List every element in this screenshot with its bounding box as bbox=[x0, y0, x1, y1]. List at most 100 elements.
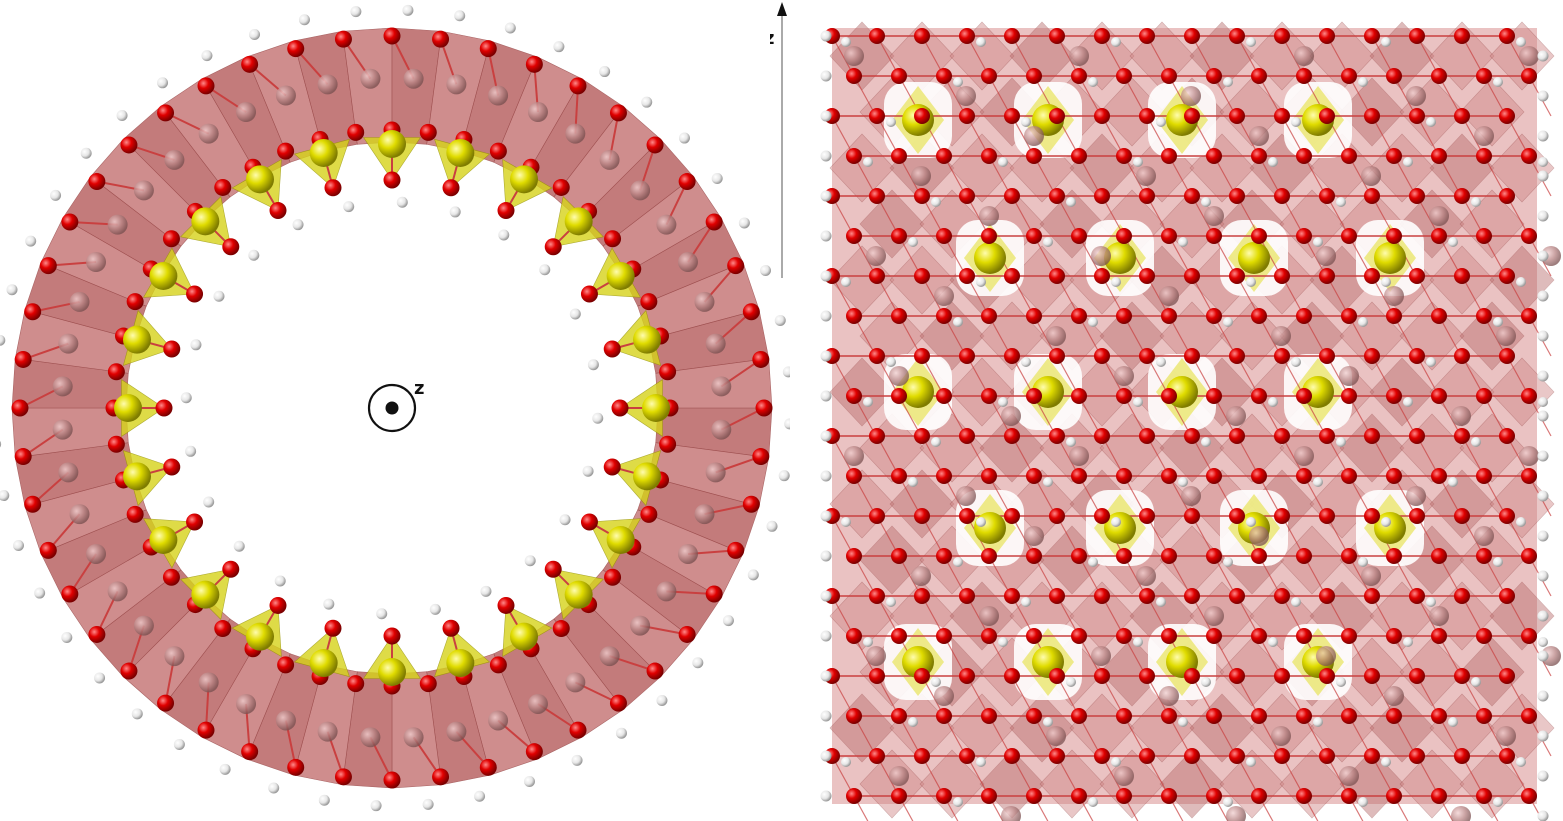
aluminium-atom bbox=[630, 615, 651, 636]
oxygen-atom bbox=[1296, 708, 1312, 724]
oxygen-atom bbox=[1521, 228, 1537, 244]
octahedron-face bbox=[1399, 637, 1465, 707]
hydrogen-atom bbox=[449, 206, 461, 218]
oxygen-atom bbox=[869, 588, 885, 604]
hydrogen-atom bbox=[886, 597, 896, 607]
hydrogen-atom bbox=[1426, 357, 1436, 367]
hydrogen-atom bbox=[722, 615, 734, 627]
oxygen-atom bbox=[1139, 428, 1155, 444]
oxygen-atom bbox=[1094, 588, 1110, 604]
oxygen-atom bbox=[479, 40, 497, 58]
oxygen-atom bbox=[1341, 468, 1357, 484]
oxygen-atom bbox=[1161, 628, 1177, 644]
aluminium-atom bbox=[1384, 286, 1404, 306]
hydrogen-atom bbox=[1066, 677, 1076, 687]
oxygen-atom bbox=[1409, 508, 1425, 524]
hydrogen-atom bbox=[1268, 637, 1278, 647]
hydrogen-atom bbox=[1448, 477, 1458, 487]
aluminium-atom bbox=[1091, 246, 1111, 266]
oxygen-atom bbox=[936, 228, 952, 244]
oxygen-atom bbox=[1431, 548, 1447, 564]
aluminium-atom bbox=[317, 74, 338, 95]
aluminium-atom bbox=[198, 123, 219, 144]
arrow-head-icon bbox=[777, 2, 787, 16]
oxygen-atom bbox=[1431, 628, 1447, 644]
oxygen-atom bbox=[1454, 268, 1470, 284]
oxygen-atom bbox=[1229, 428, 1245, 444]
oxygen-atom bbox=[981, 628, 997, 644]
oxygen-atom bbox=[1296, 788, 1312, 804]
aluminium-atom bbox=[599, 646, 620, 667]
silicon-atom bbox=[191, 207, 220, 236]
silicon-atom bbox=[122, 462, 151, 491]
oxygen-atom bbox=[1161, 228, 1177, 244]
hydrogen-atom bbox=[1021, 597, 1031, 607]
oxygen-atom bbox=[1386, 708, 1402, 724]
oxygen-atom bbox=[914, 188, 930, 204]
aluminium-atom bbox=[656, 581, 677, 602]
hydrogen-atom bbox=[1178, 477, 1188, 487]
aluminium-atom bbox=[1271, 726, 1291, 746]
hydrogen-atom bbox=[820, 70, 832, 82]
oxygen-atom bbox=[1049, 508, 1065, 524]
oxygen-atom bbox=[891, 68, 907, 84]
hydrogen-atom bbox=[173, 738, 185, 750]
ring-structure: z bbox=[0, 4, 790, 812]
oxygen-atom bbox=[1386, 628, 1402, 644]
oxygen-atom bbox=[1251, 388, 1267, 404]
oxygen-atom bbox=[1094, 428, 1110, 444]
oxygen-atom bbox=[1094, 508, 1110, 524]
oxygen-atom bbox=[1229, 28, 1245, 44]
hydrogen-atom bbox=[1537, 50, 1549, 62]
octahedron-face bbox=[859, 525, 925, 595]
hydrogen-atom bbox=[559, 514, 571, 526]
oxygen-atom bbox=[1206, 468, 1222, 484]
oxygen-atom bbox=[1319, 188, 1335, 204]
oxygen-atom bbox=[1319, 108, 1335, 124]
oxygen-atom bbox=[1319, 28, 1335, 44]
oxygen-atom bbox=[14, 448, 32, 466]
hydrogen-atom bbox=[820, 110, 832, 122]
hydrogen-atom bbox=[778, 470, 790, 482]
hydrogen-atom bbox=[678, 132, 690, 144]
oxygen-atom bbox=[157, 694, 175, 712]
octahedron-face bbox=[1369, 357, 1435, 427]
oxygen-atom bbox=[1296, 628, 1312, 644]
oxygen-atom bbox=[1026, 308, 1042, 324]
oxygen-atom bbox=[869, 748, 885, 764]
hydrogen-atom bbox=[1291, 357, 1301, 367]
oxygen-atom bbox=[1454, 108, 1470, 124]
aluminium-atom bbox=[1339, 766, 1359, 786]
oxygen-atom bbox=[186, 513, 204, 531]
hydrogen-atom bbox=[203, 496, 215, 508]
oxygen-atom bbox=[1161, 788, 1177, 804]
aluminium-atom bbox=[275, 710, 296, 731]
oxygen-atom bbox=[1004, 268, 1020, 284]
hydrogen-atom bbox=[931, 197, 941, 207]
hydrogen-atom bbox=[1537, 570, 1549, 582]
hydrogen-atom bbox=[233, 540, 245, 552]
oxygen-atom bbox=[1431, 708, 1447, 724]
oxygen-atom bbox=[1184, 748, 1200, 764]
hydrogen-atom bbox=[1313, 477, 1323, 487]
silicon-atom bbox=[902, 376, 934, 408]
oxygen-atom bbox=[914, 508, 930, 524]
oxygen-atom bbox=[1161, 148, 1177, 164]
hydrogen-atom bbox=[820, 710, 832, 722]
hydrogen-atom bbox=[34, 587, 46, 599]
hydrogen-atom bbox=[1493, 317, 1503, 327]
hydrogen-atom bbox=[1493, 557, 1503, 567]
oxygen-atom bbox=[1229, 348, 1245, 364]
oxygen-atom bbox=[981, 148, 997, 164]
aluminium-atom bbox=[1069, 46, 1089, 66]
hydrogen-atom bbox=[1088, 557, 1098, 567]
oxygen-atom bbox=[936, 548, 952, 564]
oxygen-atom bbox=[936, 68, 952, 84]
oxygen-atom bbox=[186, 285, 204, 303]
hydrogen-atom bbox=[1403, 637, 1413, 647]
octahedron-face bbox=[1459, 525, 1525, 595]
oxygen-atom bbox=[1274, 28, 1290, 44]
aluminium-atom bbox=[1024, 526, 1044, 546]
hydrogen-atom bbox=[249, 28, 261, 40]
oxygen-atom bbox=[107, 363, 125, 381]
